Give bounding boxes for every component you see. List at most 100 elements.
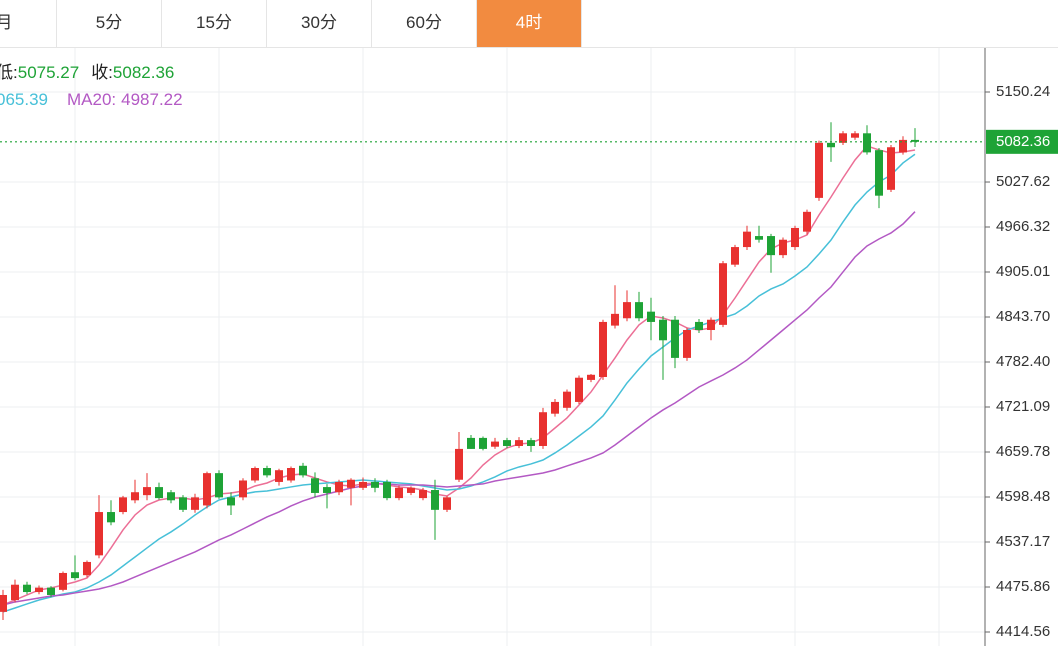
y-tick-label: 4537.17 — [996, 533, 1050, 550]
candle-body — [95, 512, 103, 556]
candle-body — [131, 492, 139, 501]
ohlc-header: 低:5075.27 收:5082.36 — [0, 63, 174, 82]
candle-body — [899, 139, 907, 153]
ma10-legend: MA10:5065.39 — [0, 90, 48, 109]
low-label: 低: — [0, 63, 18, 82]
close-label: 收: — [91, 63, 113, 82]
candle-body — [215, 473, 223, 498]
candle-body — [23, 584, 31, 593]
candle-body — [335, 481, 343, 493]
candle-body — [863, 133, 871, 153]
candle-body — [263, 468, 271, 476]
candle-body — [443, 497, 451, 510]
candle-body — [59, 572, 67, 590]
candle-body — [0, 594, 7, 612]
candle-body — [743, 231, 751, 248]
candle-body — [83, 561, 91, 576]
candle-body — [827, 142, 835, 148]
candle-body — [887, 147, 895, 190]
timeframe-tab[interactable]: 60分 — [372, 0, 477, 47]
y-tick-label: 4966.32 — [996, 218, 1050, 235]
candle-body — [587, 374, 595, 380]
candle-body — [551, 401, 559, 414]
candle-body — [227, 497, 235, 506]
candle-body — [659, 319, 667, 341]
candle-body — [419, 490, 427, 499]
candle-body — [275, 470, 283, 482]
candle-body — [803, 211, 811, 232]
candle-body — [155, 487, 163, 499]
candle-body — [431, 490, 439, 510]
candle-body — [467, 437, 475, 449]
low-value: 5075.27 — [18, 63, 79, 82]
timeframe-tab[interactable]: 15分 — [162, 0, 267, 47]
ma10-value: 5065.39 — [0, 90, 48, 109]
ma-line — [2, 153, 916, 613]
candle-body — [191, 497, 199, 510]
candle-body — [395, 487, 403, 499]
candle-body — [35, 587, 43, 593]
y-tick-label: 4843.70 — [996, 308, 1050, 325]
candle-body — [491, 441, 499, 447]
candle-body — [239, 480, 247, 498]
candle-body — [311, 478, 319, 493]
y-tick-label: 4659.78 — [996, 443, 1050, 460]
candle-body — [527, 440, 535, 446]
candle-body — [671, 319, 679, 358]
candle-body — [911, 139, 919, 142]
candle-body — [683, 330, 691, 358]
candle-body — [347, 479, 355, 488]
candle-body — [707, 319, 715, 331]
candle-body — [767, 236, 775, 256]
y-tick-label: 5150.24 — [996, 83, 1050, 100]
y-tick-label: 4905.01 — [996, 263, 1050, 280]
candle-body — [371, 481, 379, 488]
ma-line — [2, 145, 916, 606]
candle-body — [851, 133, 859, 138]
y-tick-label: 4414.56 — [996, 623, 1050, 640]
candle-body — [455, 448, 463, 480]
candle-body — [611, 313, 619, 326]
timeframe-tab[interactable]: 30分 — [267, 0, 372, 47]
close-value: 5082.36 — [113, 63, 174, 82]
candle-body — [287, 468, 295, 481]
y-tick-label: 5027.62 — [996, 173, 1050, 190]
candle-body — [839, 133, 847, 143]
candle-body — [383, 481, 391, 499]
candle-body — [719, 263, 727, 325]
candle-body — [563, 391, 571, 408]
candle-body — [143, 487, 151, 496]
candle-body — [815, 142, 823, 198]
candle-body — [755, 236, 763, 240]
candle-body — [179, 497, 187, 510]
candle-body — [647, 311, 655, 322]
timeframe-tab[interactable]: 4时 — [477, 0, 582, 47]
candle-body — [203, 473, 211, 506]
tab-bar: 月 5分 15分 30分 60分 4时 — [0, 0, 1058, 48]
y-tick-label: 4475.86 — [996, 578, 1050, 595]
candle-body — [479, 437, 487, 449]
timeframe-tab[interactable]: 5分 — [57, 0, 162, 47]
candle-body — [623, 302, 631, 319]
candle-body — [875, 150, 883, 196]
candle-body — [779, 239, 787, 256]
candle-body — [299, 465, 307, 476]
y-tick-label: 4721.09 — [996, 398, 1050, 415]
candle-body — [731, 247, 739, 265]
candle-body — [635, 302, 643, 319]
candle-body — [107, 512, 115, 523]
candle-body — [167, 492, 175, 501]
ma-line — [2, 211, 916, 606]
timeframe-tab[interactable]: 月 — [0, 0, 57, 47]
candle-body — [11, 584, 19, 601]
candle-body — [323, 487, 331, 493]
candle-body — [575, 377, 583, 402]
candle-body — [71, 572, 79, 579]
ma20-value: 4987.22 — [121, 90, 182, 109]
candle-body — [407, 487, 415, 493]
candle-body — [503, 440, 511, 446]
candle-body — [515, 440, 523, 446]
candle-body — [47, 587, 55, 595]
